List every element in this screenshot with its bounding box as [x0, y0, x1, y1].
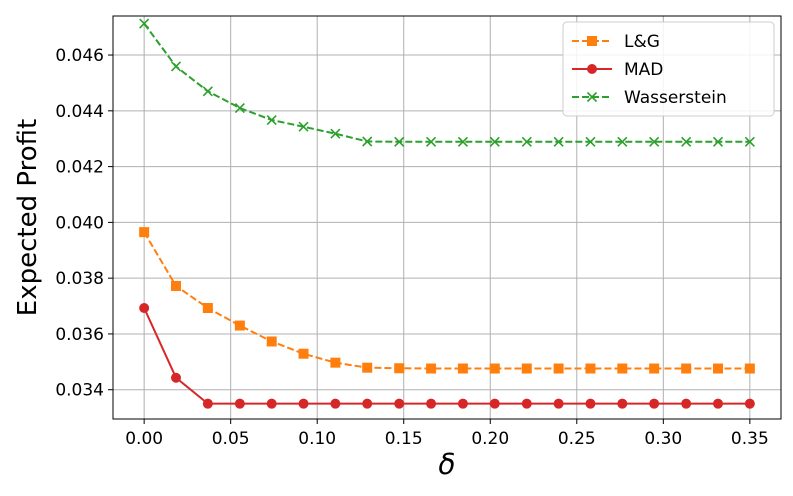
series-line-l-g [143, 231, 750, 370]
data-point [553, 363, 564, 374]
data-point [617, 398, 628, 409]
data-point [744, 398, 755, 409]
data-point [713, 363, 724, 374]
data-point [330, 357, 341, 368]
legend: L&G MAD Wasserstein [562, 21, 775, 117]
legend-label: L&G [624, 32, 660, 52]
y-tick-label: 0.040 [55, 213, 104, 233]
data-point [426, 363, 437, 374]
data-point [649, 136, 660, 147]
data-point [170, 280, 181, 291]
data-point [617, 136, 628, 147]
x-tick-label: 0.15 [385, 429, 423, 449]
data-point [617, 363, 628, 374]
y-tick-label: 0.042 [55, 158, 104, 178]
data-point [553, 398, 564, 409]
series-line-mad [143, 307, 750, 405]
y-axis-label: Expected Profit [13, 119, 43, 316]
series-layer [139, 18, 755, 409]
y-tick-label: 0.034 [55, 381, 104, 401]
data-point [170, 372, 181, 383]
data-point [266, 336, 277, 347]
series-l-g [139, 227, 755, 374]
data-point [139, 18, 150, 29]
x-tick-label: 0.00 [125, 429, 163, 449]
data-point [394, 398, 405, 409]
data-point [394, 363, 405, 374]
data-point [330, 128, 341, 139]
y-tick-label: 0.038 [55, 269, 104, 289]
data-point [202, 86, 213, 97]
data-point [457, 136, 468, 147]
data-point [234, 398, 245, 409]
data-point [202, 303, 213, 314]
x-tick-label: 0.30 [644, 429, 682, 449]
data-point [489, 136, 500, 147]
x-tick-label: 0.35 [731, 429, 769, 449]
data-point [744, 136, 755, 147]
y-tick-label: 0.036 [55, 325, 104, 345]
data-point [426, 398, 437, 409]
data-point [712, 136, 724, 147]
data-point [170, 61, 182, 72]
series-line-wasserstein [143, 22, 750, 143]
data-point [713, 398, 724, 409]
legend-marker [587, 64, 597, 74]
data-point [234, 320, 245, 331]
data-point [362, 398, 373, 409]
data-point [489, 398, 500, 409]
legend-label: Wasserstein [624, 88, 727, 108]
data-point [298, 121, 309, 132]
data-point [585, 136, 596, 147]
data-point [362, 362, 373, 373]
data-point [585, 398, 596, 409]
data-point [681, 398, 692, 409]
data-point [649, 398, 660, 409]
data-point [426, 136, 437, 147]
legend-label: MAD [624, 60, 663, 80]
legend-box [562, 21, 775, 117]
x-tick-label: 0.05 [212, 429, 250, 449]
series-wasserstein [139, 18, 755, 147]
y-axis-ticks: 0.034 0.036 0.038 0.040 0.042 0.044 0.046 [55, 46, 113, 401]
data-point [553, 136, 564, 147]
data-point [521, 136, 532, 147]
legend-item-l-g: L&G [572, 32, 660, 52]
x-tick-label: 0.10 [298, 429, 336, 449]
data-point [234, 102, 245, 114]
data-point [202, 398, 213, 409]
x-tick-label: 0.20 [471, 429, 509, 449]
data-point [330, 398, 341, 409]
legend-marker [587, 36, 597, 46]
legend-item-mad: MAD [572, 60, 663, 80]
data-point [649, 363, 660, 374]
data-point [298, 348, 309, 359]
data-point [457, 363, 468, 374]
y-tick-label: 0.044 [55, 102, 104, 122]
data-point [681, 136, 692, 147]
data-point [394, 136, 405, 147]
series-mad [139, 303, 755, 409]
legend-item-wasserstein: Wasserstein [572, 88, 727, 108]
data-point [744, 363, 755, 374]
data-point [521, 363, 532, 374]
data-point [266, 114, 277, 126]
data-point [457, 398, 468, 409]
data-point [362, 136, 373, 147]
x-tick-label: 0.25 [558, 429, 596, 449]
data-point [139, 227, 150, 238]
x-axis-ticks: 0.00 0.05 0.10 0.15 0.20 0.25 0.30 0.35 [125, 419, 769, 449]
data-point [139, 303, 150, 314]
x-axis-label: δ [438, 448, 455, 481]
data-point [585, 363, 596, 374]
data-point [681, 363, 692, 374]
y-tick-label: 0.046 [55, 46, 104, 66]
data-point [298, 398, 309, 409]
data-point [521, 398, 532, 409]
legend-marker [586, 91, 598, 103]
data-point [489, 363, 500, 374]
data-point [266, 398, 277, 409]
plot-frame [112, 15, 782, 420]
